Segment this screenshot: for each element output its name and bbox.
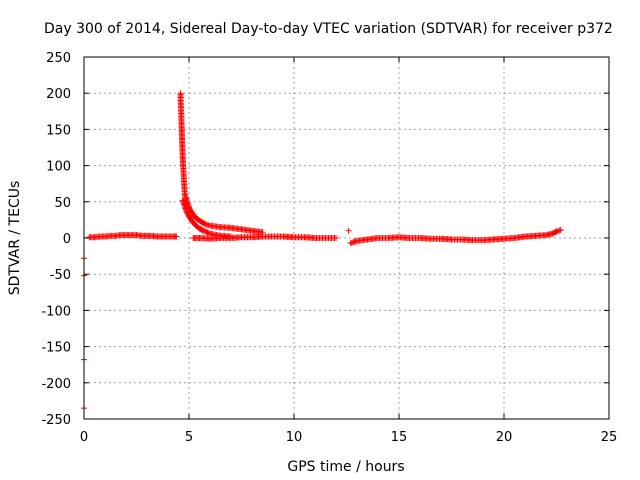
x-tick-label: 10 (286, 430, 303, 445)
data-point (205, 230, 212, 237)
y-tick-label: -50 (50, 268, 71, 283)
y-tick-label: 250 (46, 51, 71, 66)
y-axis-label: SDTVAR / TECUs (7, 181, 23, 296)
x-tick-label: 5 (185, 430, 193, 445)
data-point (203, 228, 210, 235)
y-tick-label: -250 (41, 413, 71, 428)
y-tick-label: -100 (41, 304, 71, 319)
y-tick-label: 200 (46, 87, 71, 102)
y-tick-label: -200 (41, 377, 71, 392)
axis-ticks: 0 5 10 15 20 25 -250 -200 -150 -100 -50 0 50 100 150 20… (41, 51, 617, 445)
series (181, 191, 266, 236)
data-point (557, 227, 564, 234)
series (345, 227, 352, 234)
data-point (204, 229, 211, 236)
y-tick-label: 0 (63, 232, 71, 247)
x-axis-label: GPS time / hours (287, 459, 404, 475)
data-points (81, 90, 564, 412)
data-point (200, 227, 207, 234)
chart-title: Day 300 of 2014, Sidereal Day-to-day VTE… (44, 21, 613, 37)
x-tick-label: 20 (496, 430, 513, 445)
x-tick-label: 0 (80, 430, 88, 445)
series (190, 233, 339, 242)
y-tick-label: 50 (54, 196, 71, 211)
series (347, 227, 564, 247)
y-tick-label: -150 (41, 341, 71, 356)
series (177, 90, 188, 198)
y-tick-label: 150 (46, 123, 71, 138)
y-tick-label: 100 (46, 160, 71, 175)
data-point (173, 233, 180, 240)
x-tick-label: 25 (601, 430, 618, 445)
x-tick-label: 15 (391, 430, 408, 445)
series (86, 232, 180, 241)
data-point (333, 235, 339, 241)
data-point (201, 228, 208, 235)
data-point (345, 227, 352, 234)
